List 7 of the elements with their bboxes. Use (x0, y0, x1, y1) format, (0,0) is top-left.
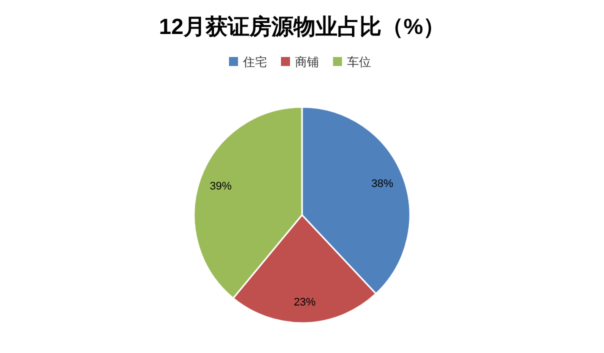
legend-label: 商铺 (295, 55, 319, 69)
data-label: 39% (210, 180, 232, 193)
data-label: 23% (294, 296, 316, 308)
legend-label: 住宅 (242, 55, 267, 69)
chart-title: 12月获证房源物业占比（%） (158, 14, 446, 39)
legend-label: 车位 (347, 55, 371, 69)
data-label: 38% (371, 178, 394, 190)
